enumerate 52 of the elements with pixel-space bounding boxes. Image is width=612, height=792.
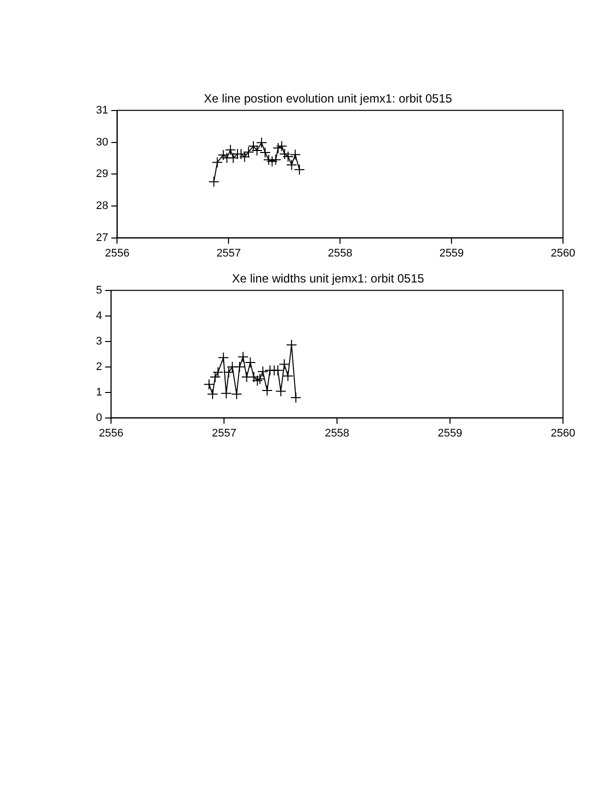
point [278,358,290,370]
point [282,370,294,382]
y-tick-label: 27 [96,232,108,244]
chart-title: Xe line widths unit jemx1: orbit 0515 [232,272,424,286]
y-tick-label: 28 [96,200,108,212]
point [234,361,246,372]
y-tick-label: 30 [96,136,108,148]
point [290,149,301,160]
point [256,137,268,148]
point [212,156,223,168]
point [252,375,263,386]
point [228,152,239,164]
x-tick-label: 2558 [328,247,352,260]
x-tick-label: 2558 [324,427,350,440]
point [254,373,266,384]
point [275,386,286,397]
y-tick-label: 5 [96,284,102,296]
point [270,154,282,166]
point [218,352,229,364]
point [239,151,250,162]
y-tick-label: 31 [96,104,108,116]
y-tick-label: 4 [96,310,102,322]
x-tick-label: 2557 [212,427,236,440]
point [223,366,234,378]
x-tick-label: 2559 [439,247,464,260]
y-tick-label: 0 [96,412,102,424]
point [290,392,302,404]
point [210,372,221,383]
y-tick-label: 29 [96,168,108,180]
point [266,156,278,167]
point [212,366,224,378]
point [208,176,220,188]
x-tick-label: 2559 [438,427,462,440]
point [262,385,273,396]
y-tick-label: 2 [96,360,102,373]
x-tick-label: 2556 [104,247,130,260]
x-tick-label: 2557 [216,247,241,260]
x-tick-label: 2556 [98,427,124,440]
point [218,149,229,160]
point [272,364,284,376]
point [243,146,254,158]
point [282,151,294,162]
y-tick-label: 3 [96,335,102,348]
y-tick-label: 1 [96,386,102,398]
point [276,140,288,152]
chart-title: Xe line postion evolution unit jemx1: orbit 0515 [204,92,452,106]
x-tick-label: 2560 [550,247,576,260]
point [207,388,218,400]
x-tick-label: 2560 [550,427,576,440]
point [231,388,242,400]
point [204,378,215,390]
point [257,366,268,378]
